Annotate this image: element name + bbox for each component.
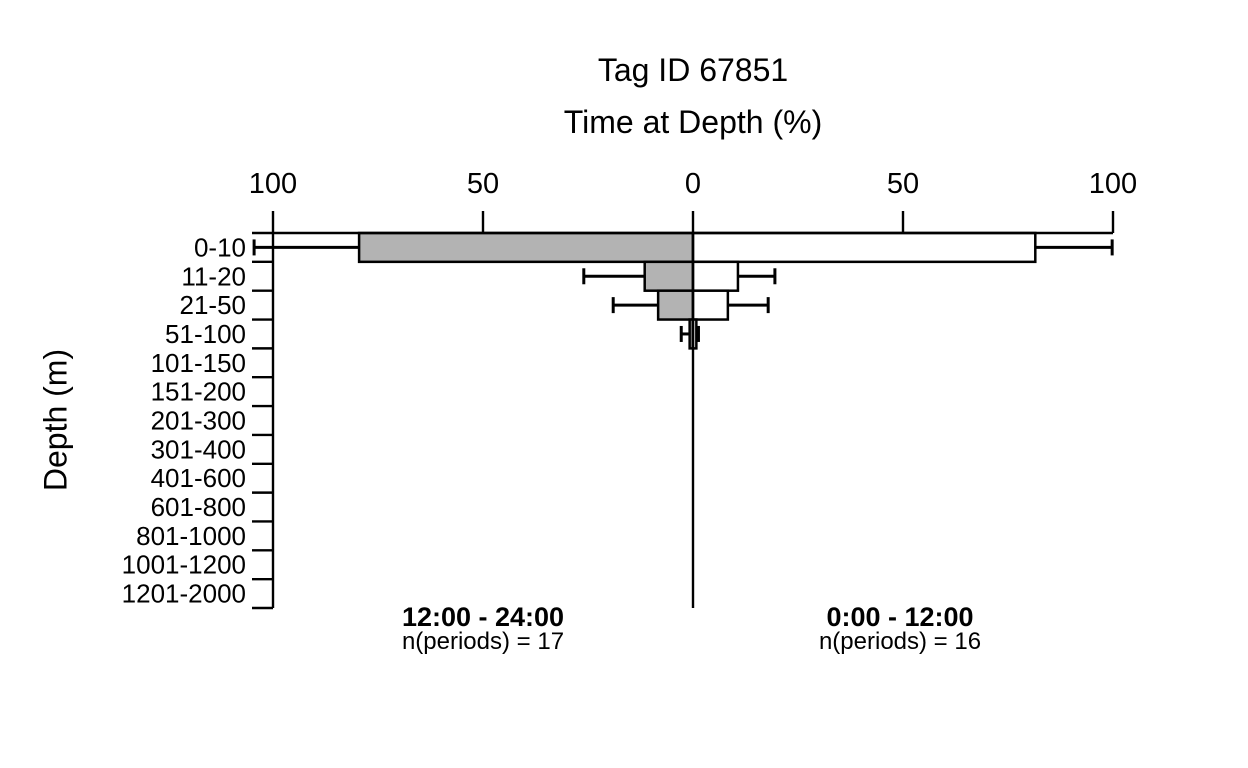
y-tick-label-801-1000: 801-1000 <box>136 521 246 551</box>
bar-left-11-20 <box>643 260 695 292</box>
bar-right-0-10 <box>691 231 1037 264</box>
x-tick-label: 50 <box>467 168 499 200</box>
y-tick-label-1001-1200: 1001-1200 <box>122 550 246 580</box>
chart-title-block: Tag ID 67851 Time at Depth (%) <box>564 44 822 148</box>
bar-left-0-10 <box>357 231 695 264</box>
y-tick-label-51-100: 51-100 <box>165 319 246 349</box>
footer-left-period: 12:00 - 24:00 <box>401 602 565 632</box>
page-title: Tag ID 67851 <box>597 52 789 88</box>
chart-subtitle: Time at Depth (%) <box>563 104 823 140</box>
footer-right-period-block: 0:00 - 12:00 n(periods) = 16 <box>819 604 981 654</box>
bar-left-21-50 <box>656 289 695 321</box>
y-tick-label-21-50: 21-50 <box>180 290 247 320</box>
y-axis-title: Depth (m) <box>37 348 74 492</box>
bar-right-21-50 <box>691 289 730 321</box>
footer-left-nperiods: n(periods) = 17 <box>401 628 565 655</box>
x-tick-label: 100 <box>1089 168 1137 200</box>
footer-right-period: 0:00 - 12:00 <box>826 602 974 632</box>
y-tick-label-151-200: 151-200 <box>151 377 246 407</box>
y-tick-label-601-800: 601-800 <box>151 492 246 522</box>
x-tick-label: 100 <box>249 168 297 200</box>
x-tick-label: 50 <box>887 168 919 200</box>
y-tick-label-201-300: 201-300 <box>151 406 246 436</box>
y-tick-label-101-150: 101-150 <box>151 348 246 378</box>
y-tick-label-11-20: 11-20 <box>181 261 246 291</box>
y-tick-label-301-400: 301-400 <box>151 434 246 464</box>
footer-left-period-block: 12:00 - 24:00 n(periods) = 17 <box>402 604 564 654</box>
y-tick-label-0-10: 0-10 <box>194 232 246 262</box>
y-tick-label-401-600: 401-600 <box>151 463 246 493</box>
y-tick-label-1201-2000: 1201-2000 <box>122 579 246 609</box>
bar-right-11-20 <box>691 260 740 292</box>
footer-right-nperiods: n(periods) = 16 <box>818 628 982 655</box>
x-tick-label: 0 <box>685 168 701 200</box>
